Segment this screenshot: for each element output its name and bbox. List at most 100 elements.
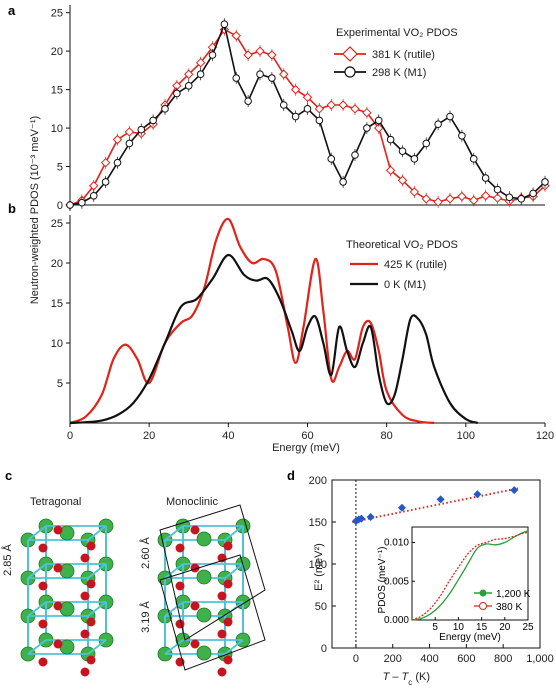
lattice-bond: [27, 563, 47, 579]
lattice-bond: [164, 601, 184, 617]
panel-d-y-tick-label: 200: [309, 475, 327, 487]
monoclinic-dimension-top: 2.60 Å: [139, 536, 152, 568]
panel-a-y-tick-label: 10: [51, 123, 63, 135]
inset-x-tick-label: 15: [476, 622, 488, 633]
oxygen-atom: [86, 579, 96, 589]
panel-a-m1-point: [78, 198, 86, 207]
panel-a-rutile-point: [421, 194, 431, 204]
lattice-bond: [164, 525, 184, 541]
lattice-bond: [87, 563, 107, 579]
panel-a-rutile-point: [480, 191, 491, 201]
legend-marker-rutile: [342, 46, 358, 62]
inset-legend-marker-380: [479, 602, 487, 610]
lattice-bond: [87, 601, 107, 617]
panel-b-x-tick-label: 120: [536, 430, 554, 442]
oxygen-atom: [38, 619, 48, 629]
lattice-bond: [27, 601, 47, 617]
panel-a-m1-point: [541, 178, 549, 186]
panel-a-m1-point: [363, 124, 371, 132]
panel-d-point: [436, 495, 445, 504]
legend-marker-m1: [344, 66, 356, 78]
panel-a-rutile-point: [100, 157, 111, 168]
panel-a-m1-point: [125, 139, 134, 148]
panel-a-legend-title: Experimental VO₂ PDOS: [336, 27, 458, 39]
inset-frame: [411, 526, 529, 621]
oxygen-atom: [53, 525, 63, 535]
panel-a-m1-point: [161, 105, 169, 113]
vanadium-atom: [196, 607, 212, 623]
panel-b-legend-title: Theoretical VO₂ PDOS: [346, 239, 458, 251]
vanadium-atom: [59, 601, 75, 617]
oxygen-atom: [223, 579, 233, 589]
monoclinic-lattice: [157, 504, 266, 677]
inset-380k-line: [411, 531, 529, 621]
inset-x-tick-label: 20: [499, 622, 511, 633]
panel-a-m1-point: [101, 178, 110, 186]
oxygen-atom: [217, 591, 227, 601]
panel-a-rutile-point: [184, 69, 194, 79]
panel-a-m1-point: [410, 155, 419, 163]
panel-a-m1-point: [458, 131, 466, 140]
oxygen-atom: [86, 617, 96, 627]
panel-a-m1-point: [149, 116, 157, 125]
panel-b-y-tick-label: 20: [51, 258, 63, 270]
panel-letter-d: d: [287, 468, 295, 483]
panel-a-m1-point: [137, 125, 146, 134]
panel-a-rutile-point: [385, 165, 396, 176]
oxygen-atom: [175, 543, 185, 553]
panel-b-plot: 5 10 15 20 25 0 20 40 60 80 100 120: [51, 215, 554, 442]
inset-ylabel: PDOS (meV⁻¹): [377, 547, 388, 614]
panel-d-fit-line: [352, 487, 519, 523]
panel-a-m1-point: [469, 155, 478, 163]
panel-a-m1-point: [529, 189, 537, 198]
panel-a-legend-381: 381 K (rutile): [372, 49, 435, 61]
panel-b-x-tick-label: 80: [381, 430, 393, 442]
oxygen-atom: [175, 619, 185, 629]
lattice-bond: [224, 563, 244, 579]
panel-a-m1-point: [268, 74, 276, 82]
panel-a-rutile-point: [326, 100, 336, 110]
inset-1200k-line: [411, 530, 529, 621]
panel-d-x-tick-label: 200: [384, 653, 402, 665]
tetragonal-label: Tetragonal: [30, 496, 81, 508]
panel-a-m1-point: [232, 74, 241, 82]
lattice-bond: [27, 639, 47, 655]
panel-d-y-tick-label: 100: [309, 559, 327, 571]
panel-letter-c: c: [5, 468, 12, 483]
tetragonal-lattice: [20, 518, 114, 677]
panel-a-rutile-point: [302, 92, 313, 103]
panel-a-m1-point: [505, 193, 514, 202]
monoclinic-cell-outline: [159, 504, 266, 641]
panel-d-point: [510, 486, 519, 495]
panel-d-point: [366, 512, 375, 521]
panel-b-x-tick-label: 60: [301, 430, 313, 442]
monoclinic-cell-outline: [159, 554, 266, 671]
monoclinic-label: Monoclinic: [166, 496, 218, 508]
tetragonal-dimension: 2.85 Å: [1, 543, 14, 575]
panel-a-y-tick-label: 5: [57, 162, 63, 174]
panel-d-y-tick-label: 0: [321, 643, 327, 655]
panel-a-m1-point: [291, 112, 300, 121]
lattice-bond: [87, 639, 107, 655]
panel-a-m1-point: [279, 101, 288, 109]
panel-a-rutile-point: [457, 191, 467, 202]
panel-a-rutile-point: [112, 134, 123, 145]
inset-x-tick-label: 25: [522, 622, 534, 633]
panel-b-x-tick-label: 100: [457, 430, 475, 442]
inset-y-tick-label: 0.000: [384, 615, 409, 626]
panel-a-legend: 381 K (rutile) 298 K (M1): [334, 46, 435, 79]
panel-b-x-tick-label: 40: [222, 430, 234, 442]
panel-c-structures: Tetragonal Monoclinic 2.85 Å 2.60 Å 3.19…: [1, 496, 266, 677]
panel-a-legend-298: 298 K (M1): [372, 67, 426, 79]
panel-a-m1-point: [422, 139, 431, 148]
panel-a-rutile-line: [69, 28, 546, 206]
panel-a-m1-point: [493, 185, 502, 194]
panel-a-m1-point: [446, 112, 454, 121]
panel-a-m1-point: [315, 116, 324, 125]
panel-b-y-tick-label: 10: [51, 338, 63, 350]
oxygen-atom: [38, 543, 48, 553]
panel-a-rutile-point: [290, 84, 301, 95]
oxygen-atom: [86, 655, 96, 665]
panel-a-y-tick-label: 15: [51, 85, 63, 97]
